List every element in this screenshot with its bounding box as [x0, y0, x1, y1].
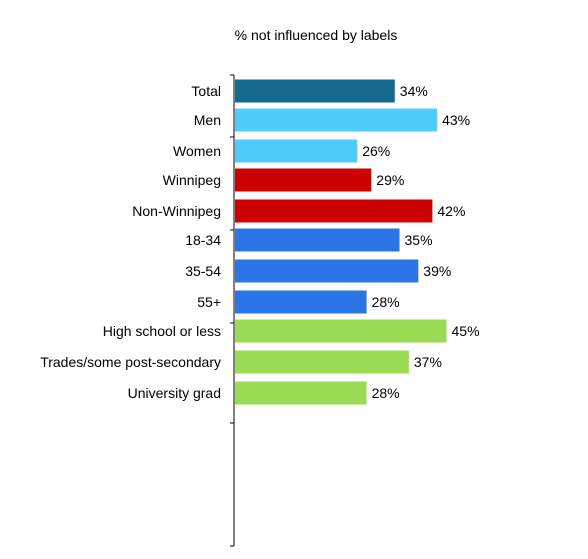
chart-title: % not influenced by labels [235, 27, 398, 43]
bar-men [235, 108, 438, 132]
bar-55- [235, 290, 367, 314]
category-label: 18-34 [185, 232, 221, 248]
value-label: 39% [423, 263, 451, 279]
value-label: 45% [452, 323, 480, 339]
category-label: Trades/some post-secondary [40, 354, 221, 370]
bars-group [235, 79, 447, 405]
bar-high-school-or-less [235, 319, 447, 343]
category-label: Winnipeg [163, 172, 221, 188]
bar-winnipeg [235, 168, 372, 192]
category-label: Non-Winnipeg [132, 203, 221, 219]
value-label: 28% [372, 294, 400, 310]
value-label: 28% [372, 385, 400, 401]
category-label: Men [194, 112, 221, 128]
bar-35-54 [235, 259, 419, 283]
category-label: 55+ [197, 294, 221, 310]
value-label: 26% [362, 143, 390, 159]
category-label: University grad [128, 385, 221, 401]
value-label: 43% [442, 112, 470, 128]
value-label: 29% [376, 172, 404, 188]
category-label: 35-54 [185, 263, 221, 279]
category-label: Total [191, 83, 221, 99]
bar-university-grad [235, 381, 367, 405]
bar-non-winnipeg [235, 199, 433, 223]
value-label: 37% [414, 354, 442, 370]
category-label: High school or less [103, 323, 221, 339]
value-label: 35% [405, 232, 433, 248]
value-label: 42% [437, 203, 465, 219]
value-label: 34% [400, 83, 428, 99]
bar-women [235, 139, 358, 163]
category-label: Women [173, 143, 221, 159]
bar-18-34 [235, 228, 400, 252]
bar-trades-some-post-secondary [235, 350, 409, 374]
bar-total [235, 79, 395, 103]
labels-group: Total 34% Men 43% Women 26% Winnipeg 29% Non-Win… [40, 83, 479, 401]
axis-ticks [230, 74, 234, 547]
